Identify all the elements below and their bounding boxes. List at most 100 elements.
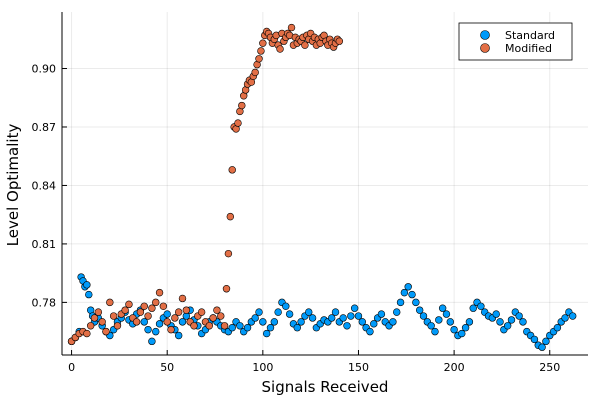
standard-point [435,316,443,324]
standard-point [148,337,156,346]
x-tick-label: 200 [444,361,465,374]
standard-point [530,335,539,344]
x-tick-label: 50 [160,361,174,374]
modified-point [159,302,168,310]
modified-point [155,288,164,297]
standard-point [358,318,366,326]
standard-point [568,312,577,320]
modified-point [106,298,114,307]
standard-point [228,324,236,332]
standard-point [492,310,500,318]
modified-point [102,327,110,336]
standard-point [293,324,301,332]
modified-point [121,306,129,314]
standard-point [347,312,355,320]
standard-point [255,308,263,316]
standard-point [553,324,562,332]
standard-point [339,314,347,322]
standard-point [236,322,244,330]
modified-point [83,329,91,338]
standard-point [419,312,428,320]
standard-point [461,324,470,332]
standard-point [458,329,466,338]
grid [62,12,588,355]
x-axis-title: Signals Received [262,378,389,396]
modified-point [152,298,160,307]
standard-point [285,310,294,318]
standard-point [507,316,516,324]
modified-point [178,294,187,303]
modified-point [222,285,231,293]
modified-point [287,23,296,32]
standard-point [178,318,187,326]
modified-point [335,37,344,45]
modified-point [259,39,267,47]
standard-point [561,314,569,322]
standard-point [408,290,416,299]
standard-point [343,322,351,330]
modified-point [98,318,106,326]
modified-point [86,322,95,330]
modified-point [226,212,235,221]
standard-point [469,304,477,312]
modified-point [197,308,206,316]
standard-point [366,327,374,336]
y-tick-label: 0.87 [32,121,57,134]
standard-point [377,310,386,318]
modified-point [255,55,263,63]
standard-point [308,314,317,322]
y-tick-label: 0.90 [32,63,57,76]
modified-point [234,119,242,127]
standard-point [538,343,546,351]
modified-point [132,318,141,326]
y-tick-label: 0.81 [32,238,57,251]
standard-point [270,318,279,326]
modified-point [190,322,198,330]
standard-point [266,324,275,332]
modified-point [238,101,246,110]
y-tick-label: 0.84 [32,179,57,192]
standard-point [152,327,160,336]
standard-point [431,327,439,336]
standard-point [262,329,271,338]
standard-point [396,298,405,307]
standard-point [174,331,183,340]
modified-point [213,306,221,314]
standard-point [243,324,252,332]
legend-label-standard: Standard [505,29,555,42]
data-points [67,23,577,351]
modified-point [220,322,229,330]
standard-point [412,298,420,307]
standard-point [370,320,378,328]
legend-box [458,22,573,61]
tick-labels: 0 50 100 150 200 250 0.78 0.81 0.84 0.87 0.90 [32,63,561,374]
standard-point [477,302,485,310]
modified-point [109,312,118,320]
standard-point [415,306,424,314]
standard-point [515,312,523,320]
legend-marker-standard [480,30,490,40]
x-tick-label: 0 [68,361,75,374]
modified-point [140,302,148,310]
standard-point [503,322,512,330]
standard-point [542,337,550,346]
axes [61,12,588,356]
modified-point [224,249,233,258]
standard-point [297,318,305,326]
standard-point [354,312,363,320]
standard-point [144,325,152,334]
modified-point [276,45,284,53]
standard-point [450,325,458,334]
legend-marker-modified [480,43,490,53]
standard-point [389,318,397,326]
standard-point [140,318,148,326]
standard-point [251,314,259,322]
x-tick-label: 250 [539,361,560,374]
modified-point [257,47,265,55]
modified-point [228,166,236,174]
x-tick-label: 100 [252,361,273,374]
modified-point [251,68,259,77]
modified-point [301,41,309,49]
standard-point [496,318,504,326]
